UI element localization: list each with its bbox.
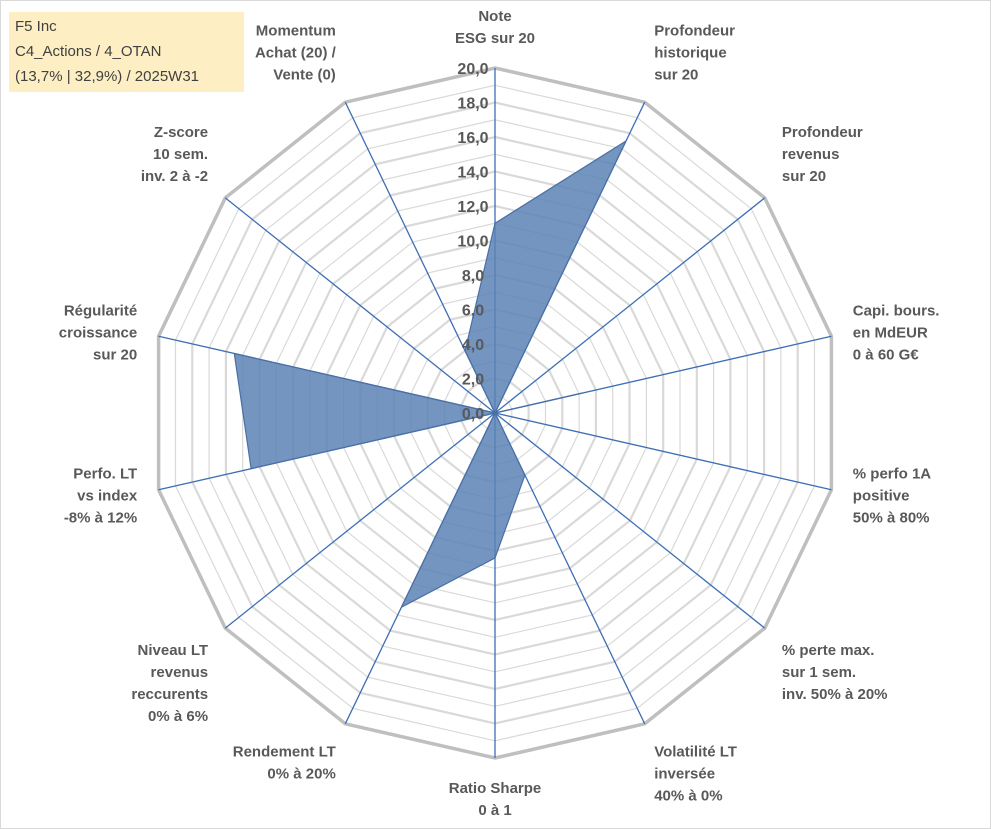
axis-label: reccurents (131, 686, 208, 703)
axis-label: Z-score (154, 124, 208, 141)
axis-label: 0% à 20% (267, 766, 335, 783)
axis-label: sur 20 (654, 66, 698, 83)
axis-label: % perfo 1A (853, 466, 932, 483)
axis-label-group: Capi. bours. en MdEUR 0 à 60 G€ (853, 302, 940, 363)
axis-label: 40% à 0% (654, 788, 722, 805)
axis-label-group: Rendement LT 0% à 20% (233, 744, 336, 783)
axis-label-group: Profondeur revenus sur 20 (782, 124, 863, 185)
axis-label: 0% à 6% (148, 708, 208, 725)
series-area (233, 139, 628, 609)
axis-label-group: Momentum Achat (20) / Vente (0) (255, 22, 337, 83)
tick-label: 18,0 (457, 96, 488, 113)
axis-label: inv. 2 à -2 (141, 168, 208, 185)
axis-label: sur 20 (782, 168, 826, 185)
axis-label: croissance (59, 324, 137, 341)
axis-label: sur 1 sem. (782, 664, 856, 681)
axis-label: Vente (0) (273, 66, 336, 83)
axis-label-group: Volatilité LT inversée 40% à 0% (654, 744, 737, 805)
axis-label: Note (478, 8, 511, 25)
tick-label: 14,0 (457, 165, 488, 182)
axis-label: Perfo. LT (73, 466, 137, 483)
axis-label: -8% à 12% (64, 510, 137, 527)
axis-label: Volatilité LT (654, 744, 737, 761)
spoke-line (494, 197, 766, 414)
axis-label-group: Perfo. LT vs index -8% à 12% (64, 466, 138, 527)
series-layer (233, 139, 628, 609)
axis-label: Capi. bours. (853, 302, 940, 319)
tick-label: 2,0 (462, 372, 484, 389)
tick-label: 8,0 (462, 268, 484, 285)
axis-label: Niveau LT (138, 642, 209, 659)
tick-label: 4,0 (462, 337, 484, 354)
axis-label-group: Ratio Sharpe 0 à 1 (449, 780, 542, 819)
axis-label: 0 à 1 (478, 802, 511, 819)
axis-label: Ratio Sharpe (449, 780, 542, 797)
info-box: F5 Inc C4_Actions / 4_OTAN (13,7% | 32,9… (9, 12, 244, 92)
axis-label: 0 à 60 G€ (853, 346, 920, 363)
axis-label-layer: Note ESG sur 20 Profondeur historique sur 20… (59, 8, 940, 819)
axis-label: Régularité (64, 302, 137, 319)
portfolio-category: C4_Actions / 4_OTAN (15, 43, 162, 60)
axis-label-group: % perte max. sur 1 sem. inv. 50% à 20% (782, 642, 888, 703)
axis-label: % perte max. (782, 642, 875, 659)
axis-label: ESG sur 20 (455, 30, 535, 47)
spoke-line (224, 197, 496, 414)
axis-label: Profondeur (782, 124, 863, 141)
axis-label: en MdEUR (853, 324, 928, 341)
tick-label: 12,0 (457, 199, 488, 216)
tick-label: 6,0 (462, 303, 484, 320)
axis-label-group: % perfo 1A positive 50% à 80% (853, 466, 932, 527)
axis-label: revenus (151, 664, 209, 681)
period-stats: (13,7% | 32,9%) / 2025W31 (15, 68, 199, 85)
axis-label-group: Z-score 10 sem. inv. 2 à -2 (141, 124, 208, 185)
axis-label: sur 20 (93, 346, 137, 363)
axis-label-group: Profondeur historique sur 20 (654, 22, 735, 83)
spoke-line (494, 412, 832, 491)
axis-label: Achat (20) / (255, 44, 337, 61)
tick-label: 20,0 (457, 61, 488, 78)
axis-label-group: Régularité croissance sur 20 (59, 302, 137, 363)
tick-label: 10,0 (457, 234, 488, 251)
axis-label-group: Note ESG sur 20 (455, 8, 535, 47)
spoke-line (224, 412, 496, 629)
axis-label: Profondeur (654, 22, 735, 39)
company-name: F5 Inc (15, 18, 57, 35)
axis-label: inv. 50% à 20% (782, 686, 888, 703)
axis-label: revenus (782, 146, 840, 163)
axis-label: historique (654, 44, 727, 61)
tick-layer: 0,0 2,0 4,0 6,0 8,0 10,0 12,0 14,0 16,0 18,0 20,0 (457, 61, 488, 423)
spoke-line (494, 412, 766, 629)
axis-label: inversée (654, 766, 715, 783)
tick-label: 0,0 (462, 406, 484, 423)
axis-label: positive (853, 488, 910, 505)
axis-label: vs index (77, 488, 138, 505)
tick-label: 16,0 (457, 130, 488, 147)
axis-label-group: Niveau LT revenus reccurents 0% à 6% (131, 642, 208, 725)
axis-label: 50% à 80% (853, 510, 930, 527)
axis-label: Rendement LT (233, 744, 336, 761)
axis-label: Momentum (256, 22, 336, 39)
axis-label: 10 sem. (153, 146, 208, 163)
